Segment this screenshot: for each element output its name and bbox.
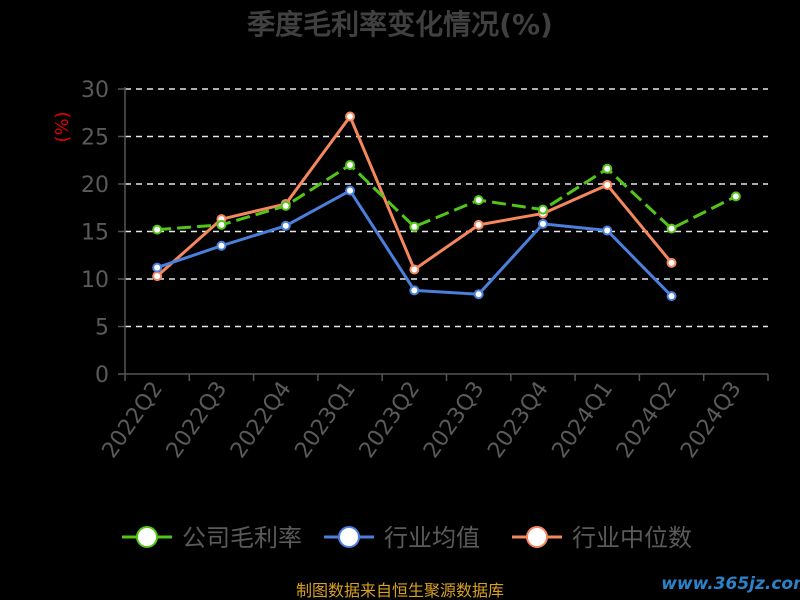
data-point (473, 289, 484, 300)
data-point (280, 220, 291, 231)
series-2 (152, 111, 677, 282)
legend-label: 行业中位数 (572, 524, 692, 552)
data-point (602, 163, 613, 174)
data-point (602, 179, 613, 190)
data-point (152, 271, 163, 282)
x-tick-label: 2022Q4 (226, 377, 297, 463)
data-point (666, 223, 677, 234)
x-tick-label: 2024Q3 (676, 377, 747, 463)
data-point (602, 225, 613, 236)
y-tick-label: 10 (81, 268, 109, 293)
data-point (345, 185, 356, 196)
x-tick-label: 2023Q3 (419, 377, 490, 463)
x-tick-label: 2023Q1 (290, 377, 361, 463)
data-point (409, 221, 420, 232)
legend-marker (338, 526, 360, 548)
x-tick-label: 2024Q2 (612, 377, 683, 463)
data-point (409, 285, 420, 296)
data-point (345, 111, 356, 122)
y-tick-label: 30 (81, 78, 109, 103)
series-line (156, 189, 673, 298)
data-point (152, 224, 163, 235)
data-point (345, 160, 356, 170)
data-point (473, 195, 484, 206)
data-point (537, 218, 548, 229)
legend: 公司毛利率 行业均值 行业中位数 (122, 524, 692, 552)
x-tick-label: 2023Q2 (355, 377, 426, 463)
legend-marker (526, 526, 548, 548)
series-0 (152, 160, 741, 235)
y-tick-label: 25 (81, 126, 109, 151)
y-tick-label: 20 (81, 173, 109, 198)
x-tick-label: 2023Q4 (483, 377, 554, 463)
data-point (666, 291, 677, 302)
y-tick-label: 15 (81, 221, 109, 246)
legend-label: 公司毛利率 (182, 524, 302, 552)
source-footer: 制图数据来自恒生聚源数据库 (296, 581, 504, 600)
series-line (157, 163, 737, 232)
legend-marker (136, 526, 158, 548)
data-point (152, 262, 163, 273)
y-tick-label: 0 (95, 363, 109, 388)
data-point (473, 219, 484, 230)
data-point (280, 200, 291, 211)
data-point (730, 191, 741, 202)
x-tick-label: 2024Q1 (548, 377, 619, 463)
grid (125, 88, 768, 328)
legend-label: 行业均值 (384, 524, 480, 552)
data-point (409, 264, 420, 275)
x-tick-label: 2022Q2 (98, 377, 169, 463)
data-point (216, 240, 227, 251)
y-axis-unit: (%) (52, 111, 73, 142)
y-tick-label: 5 (95, 316, 109, 341)
chart-title: 季度毛利率变化情况(%) (247, 8, 553, 41)
data-point (216, 219, 227, 230)
series-1 (152, 185, 677, 302)
data-point (537, 204, 548, 215)
x-tick-label: 2022Q3 (162, 377, 233, 463)
watermark: www.365jz.com (661, 574, 800, 594)
legend-item-1: 行业均值 (324, 524, 480, 552)
axes: 0510152025302022Q22022Q32022Q42023Q12023… (81, 78, 769, 463)
data-point (666, 257, 677, 268)
legend-item-0: 公司毛利率 (122, 524, 302, 552)
series-layer (152, 111, 741, 302)
legend-item-2: 行业中位数 (512, 524, 692, 552)
series-line (156, 115, 673, 278)
